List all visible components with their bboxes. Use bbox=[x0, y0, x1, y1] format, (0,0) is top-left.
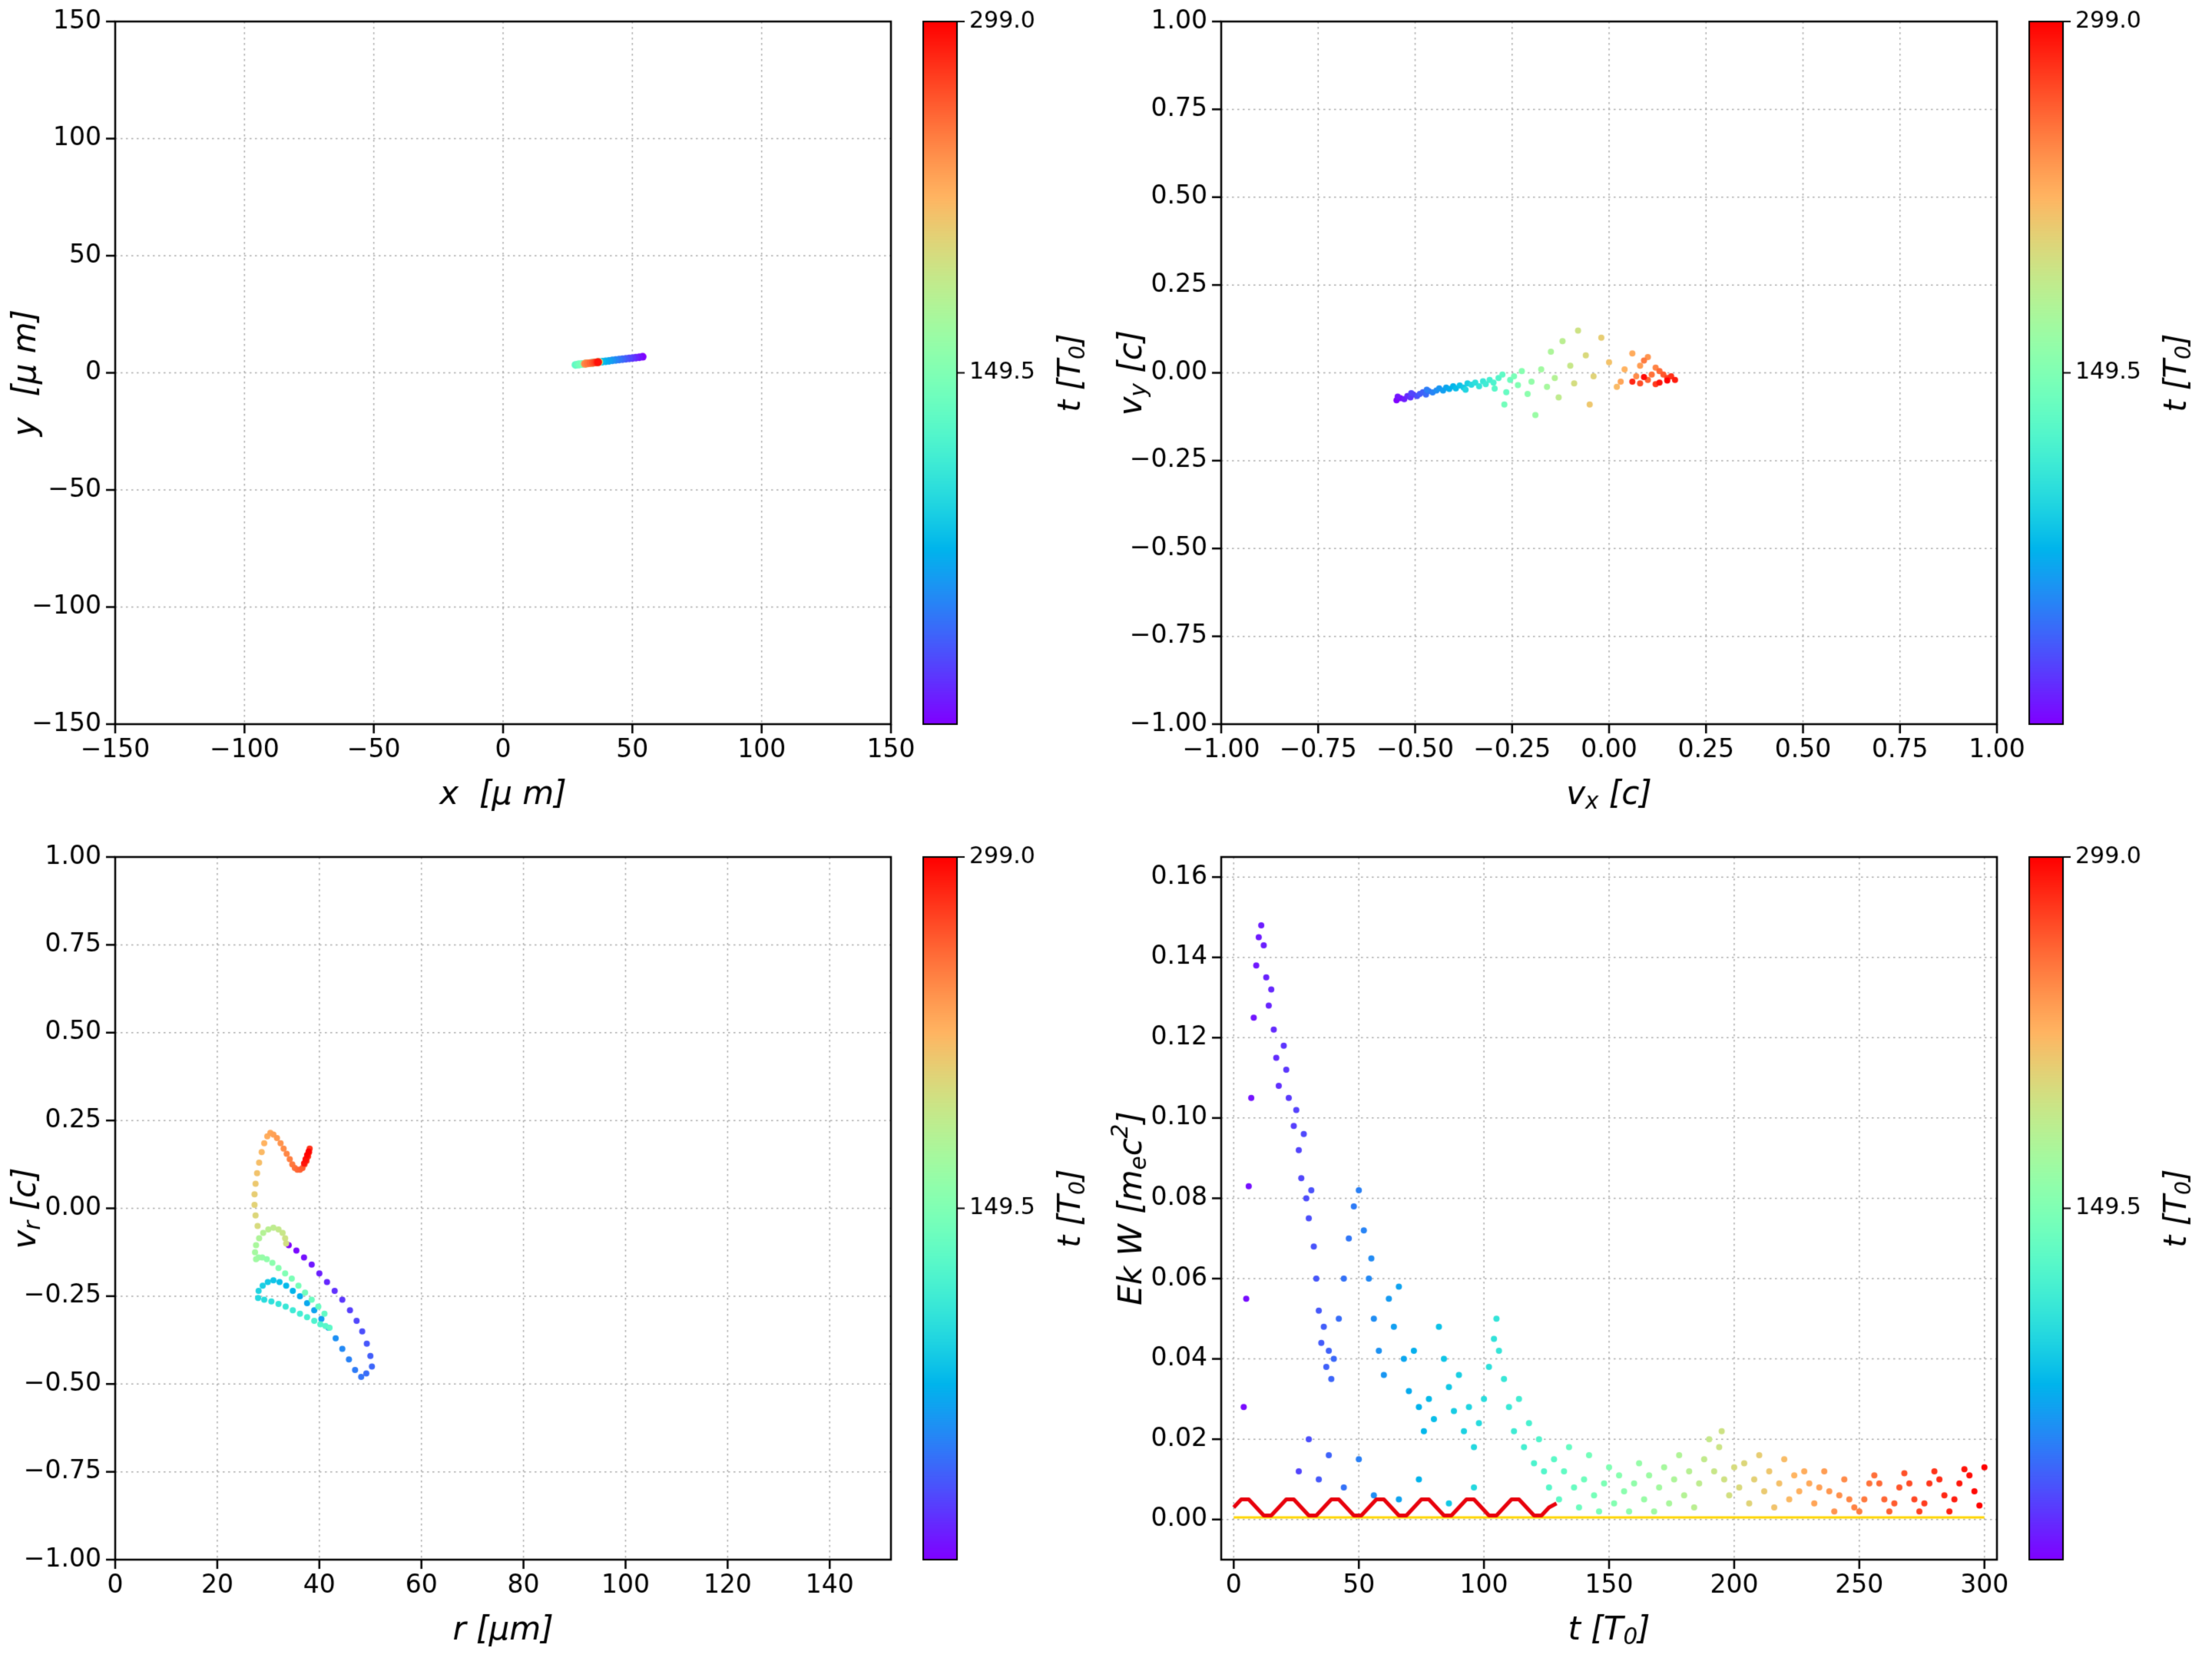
panel-trajectory-xy bbox=[0, 0, 1106, 836]
panel-energy-vs-time bbox=[1106, 836, 2212, 1671]
trajectory-xy-canvas bbox=[0, 0, 1106, 836]
energy-vs-time-canvas bbox=[1106, 836, 2212, 1671]
panel-velocity-vx-vy bbox=[1106, 0, 2212, 836]
velocity-vx-vy-canvas bbox=[1106, 0, 2212, 836]
panel-r-vr bbox=[0, 836, 1106, 1671]
r-vr-canvas bbox=[0, 836, 1106, 1671]
